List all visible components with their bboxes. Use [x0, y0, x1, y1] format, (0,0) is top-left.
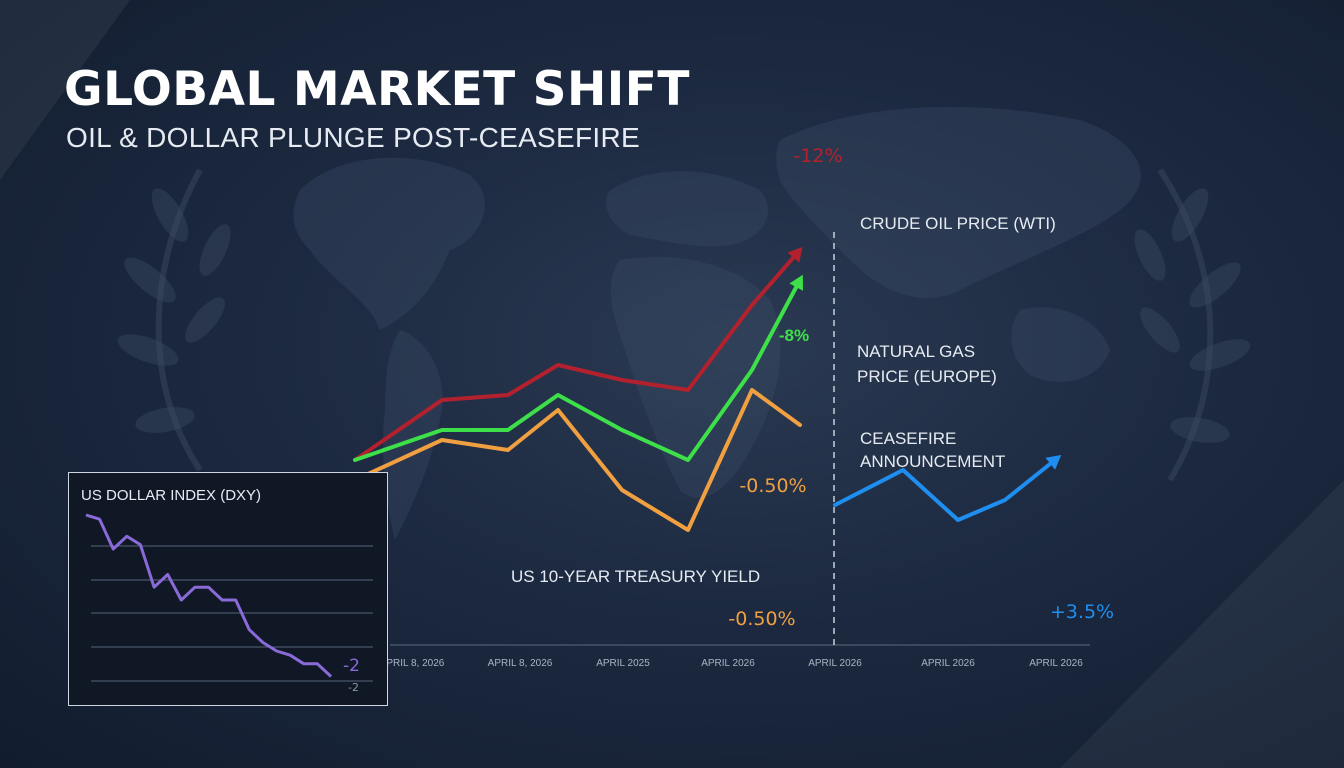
- x-tick-label: APRIL 2026: [701, 658, 755, 669]
- ceasefire-label-line1: CEASEFIRE: [860, 429, 956, 448]
- crude-oil-annotation: -12%: [793, 145, 842, 167]
- dxy-end-label: -2: [343, 656, 360, 676]
- natural-gas-legend-label-line2: PRICE (EUROPE): [857, 367, 997, 386]
- dxy-inset-chart: -2 -2 US DOLLAR INDEX (DXY): [68, 472, 388, 706]
- treasury-legend-label: US 10-YEAR TREASURY YIELD: [511, 567, 760, 586]
- x-tick-label: APRIL 8, 2026: [488, 658, 553, 669]
- page-title: GLOBAL MARKET SHIFT: [64, 62, 690, 117]
- dxy-end-label-secondary: -2: [348, 681, 359, 694]
- page-subtitle: OIL & DOLLAR PLUNGE POST-CEASEFIRE: [66, 122, 640, 153]
- blue-series-arrowhead: [1045, 455, 1062, 470]
- treasury-yield-series-line: [353, 388, 802, 532]
- dxy-line: [85, 513, 333, 678]
- x-tick-label: APRIL 2025: [596, 658, 650, 669]
- laurel-right-decoration: [1157, 168, 1214, 482]
- dxy-inset-svg: -2-2: [85, 513, 373, 694]
- crude-oil-series-line: [353, 248, 802, 462]
- crude-oil-arrowhead: [787, 246, 803, 263]
- crude-oil-legend-label: CRUDE OIL PRICE (WTI): [860, 214, 1056, 233]
- laurel-left-decoration: [155, 168, 203, 472]
- natural-gas-annotation: -8%: [779, 326, 809, 345]
- x-tick-label: APRIL 8, 2026: [380, 658, 445, 669]
- blue-series-annotation: +3.5%: [1050, 601, 1114, 623]
- ceasefire-label-line2: ANNOUNCEMENT: [860, 452, 1005, 471]
- treasury-annotation: -0.50%: [739, 475, 806, 497]
- x-tick-label: APRIL 2026: [1029, 658, 1083, 669]
- dxy-inset-title: US DOLLAR INDEX (DXY): [81, 487, 262, 504]
- x-tick-label: APRIL 2026: [921, 658, 975, 669]
- natural-gas-legend-label-line1: NATURAL GAS: [857, 342, 975, 361]
- natural-gas-arrowhead: [789, 274, 803, 291]
- natural-gas-series-line: [353, 278, 802, 462]
- x-tick-label: APRIL 2026: [808, 658, 862, 669]
- treasury-annotation-secondary: -0.50%: [728, 608, 795, 630]
